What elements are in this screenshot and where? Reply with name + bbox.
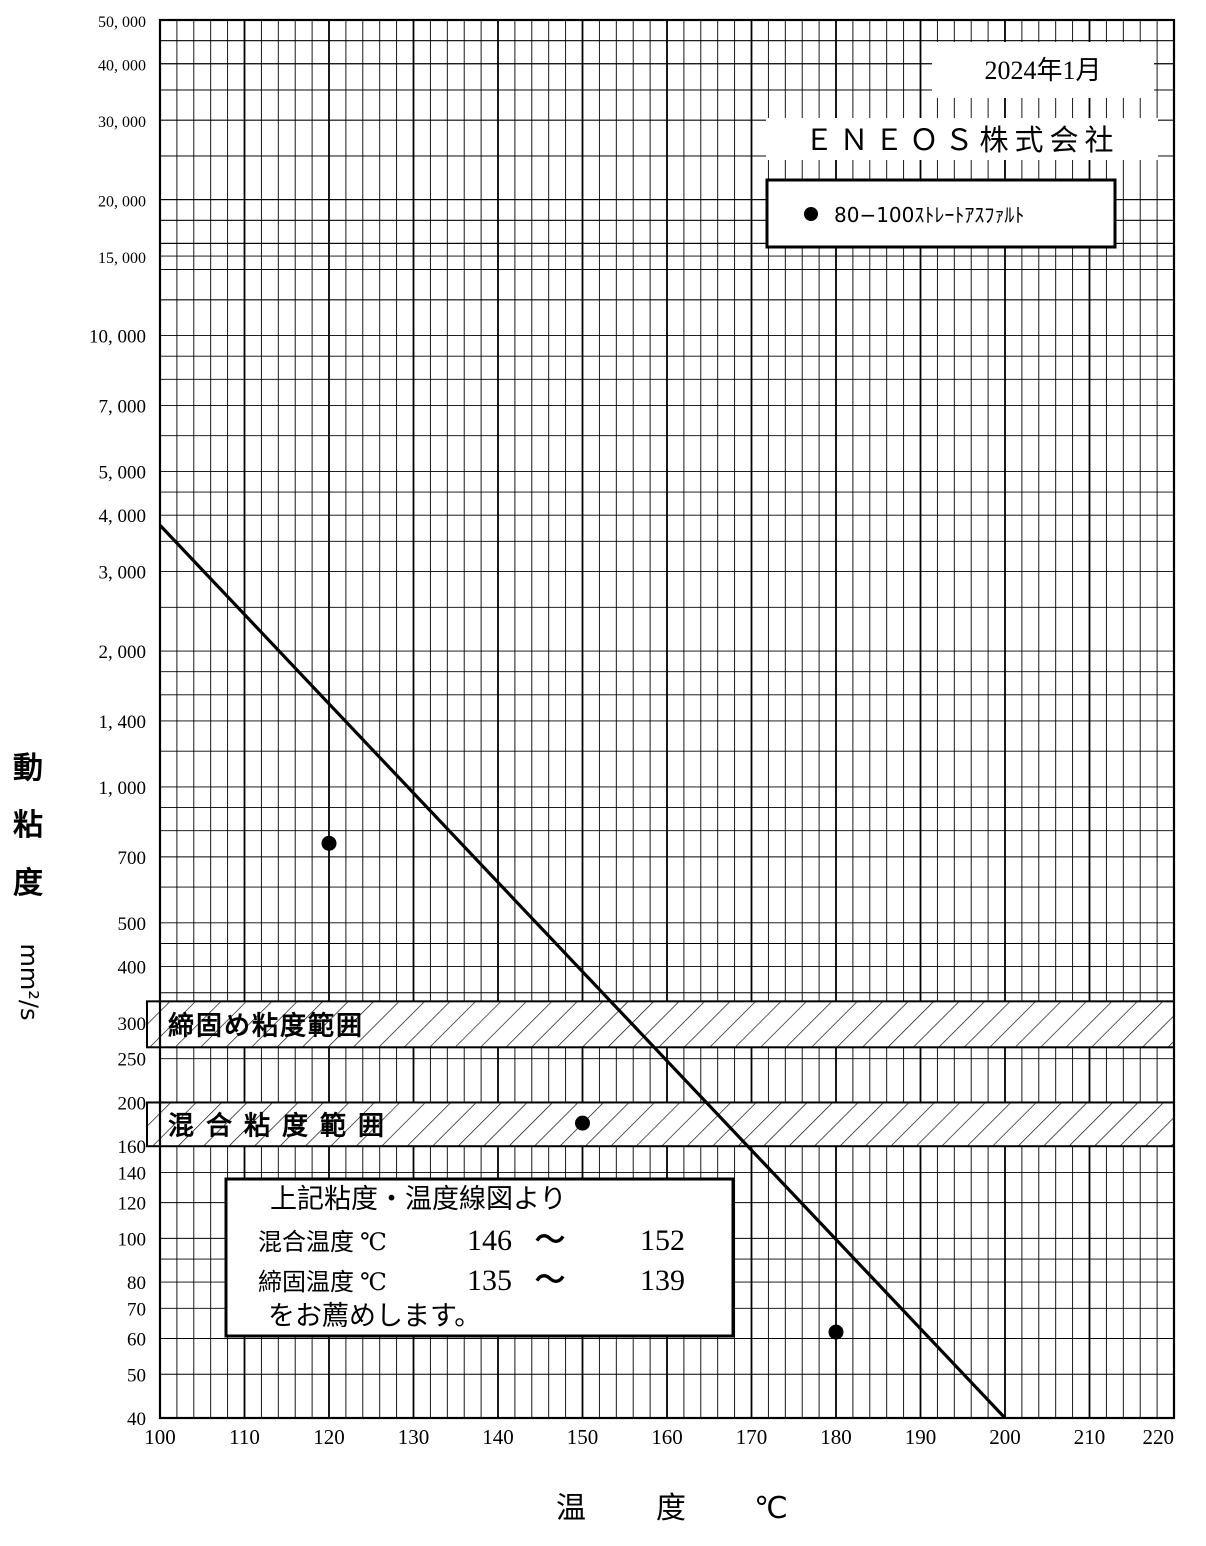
x-title-char-1: 度	[656, 1491, 686, 1526]
y-tick-label: 60	[127, 1330, 146, 1351]
y-tick-label: 50	[127, 1365, 146, 1386]
y-tick-label: 4, 000	[99, 506, 147, 527]
y-tick-label: 70	[127, 1299, 146, 1320]
x-tick-label: 170	[736, 1425, 768, 1449]
x-title-char-2: ℃	[754, 1491, 788, 1526]
compact-temp-low: 135	[467, 1264, 512, 1297]
y-tick-label: 500	[118, 914, 147, 935]
y-tick-label: 30, 000	[98, 114, 146, 131]
y-tick-label: 250	[118, 1050, 147, 1071]
y-tick-label: 40, 000	[98, 58, 146, 75]
y-title-char-1: 粘	[13, 808, 43, 843]
y-tick-label: 15, 000	[98, 250, 146, 267]
tick-labels: 50, 000 40, 000 30, 000 20, 000 15, 000 10, 0…	[89, 14, 1174, 1449]
band-label: 締固め粘度範囲	[168, 1010, 364, 1041]
date-text: 2024年1月	[984, 56, 1101, 85]
band-hatch	[146, 1101, 1175, 1148]
series-layer	[158, 524, 1007, 1420]
date-box: 2024年1月	[932, 42, 1154, 98]
y-tick-label: 40	[127, 1409, 146, 1430]
recommendation-line1: 上記粘度・温度線図より	[270, 1184, 566, 1214]
y-tick-label: 1, 000	[99, 778, 147, 799]
data-point	[321, 835, 337, 851]
y-tick-label: 50, 000	[98, 14, 146, 31]
y-tick-label: 80	[127, 1273, 146, 1294]
mix-temp-low: 146	[467, 1224, 512, 1257]
y-tick-label: 120	[118, 1194, 147, 1215]
x-tick-label: 210	[1074, 1425, 1106, 1449]
y-tick-label: 160	[118, 1137, 147, 1158]
recommendation-line4: をお薦めします。	[268, 1301, 481, 1331]
y-tick-label: 100	[118, 1229, 147, 1250]
legend-marker	[804, 207, 818, 221]
x-tick-label: 150	[567, 1425, 599, 1449]
y-tick-label: 2, 000	[99, 642, 147, 663]
recommendation-box: 上記粘度・温度線図より 混合温度 ℃ 146 〜 152 締固温度 ℃ 135 …	[224, 1177, 735, 1338]
band-label: 混合粘度範囲	[168, 1110, 396, 1141]
y-axis-title: 動 粘 度 mm²/s	[13, 751, 43, 1020]
y-tick-label: 7, 000	[99, 396, 147, 417]
y-title-char-2: 度	[13, 866, 43, 901]
x-tick-label: 120	[313, 1425, 345, 1449]
mix-temp-tilde: 〜	[535, 1224, 565, 1257]
y-tick-label: 5, 000	[99, 462, 147, 483]
legend: 80−100ｽﾄﾚｰﾄｱｽﾌｧﾙﾄ	[765, 178, 1117, 249]
x-tick-label: 100	[144, 1425, 176, 1449]
y-tick-label: 700	[118, 848, 147, 869]
x-axis-title: 温 度 ℃	[556, 1491, 788, 1526]
y-tick-label: 10, 000	[89, 327, 146, 348]
plot-frame	[158, 18, 1176, 1420]
mix-temp-label: 混合温度 ℃	[258, 1229, 387, 1256]
data-point	[828, 1324, 844, 1340]
y-tick-label: 400	[118, 958, 147, 979]
y-title-unit: mm²/s	[15, 944, 43, 1021]
y-tick-label: 140	[118, 1163, 147, 1184]
x-tick-label: 180	[820, 1425, 852, 1449]
x-tick-label: 110	[229, 1425, 260, 1449]
x-tick-label: 190	[905, 1425, 937, 1449]
band-hatch	[146, 1000, 1175, 1049]
company-name: ＥＮＥＯＳ株式会社	[804, 124, 1119, 157]
x-tick-label: 140	[482, 1425, 514, 1449]
compact-temp-tilde: 〜	[535, 1264, 565, 1297]
y-tick-label: 300	[118, 1014, 147, 1035]
data-point	[575, 1115, 590, 1131]
axes	[158, 18, 1176, 1420]
y-tick-label: 3, 000	[99, 563, 147, 584]
x-title-char-0: 温	[556, 1491, 586, 1526]
x-tick-label: 160	[651, 1425, 683, 1449]
x-tick-label: 220	[1143, 1425, 1175, 1449]
compact-temp-high: 139	[640, 1264, 685, 1297]
x-tick-label: 130	[398, 1425, 430, 1449]
y-tick-label: 200	[118, 1093, 147, 1114]
legend-label: 80−100ｽﾄﾚｰﾄｱｽﾌｧﾙﾄ	[834, 203, 1024, 227]
y-tick-label: 1, 400	[99, 712, 147, 733]
y-title-char-0: 動	[13, 751, 43, 786]
company-box: ＥＮＥＯＳ株式会社	[766, 118, 1158, 160]
series-fit-line	[158, 524, 1007, 1420]
x-tick-label: 200	[989, 1425, 1021, 1449]
y-tick-label: 20, 000	[98, 194, 146, 211]
mix-temp-high: 152	[640, 1224, 685, 1257]
compact-temp-label: 締固温度 ℃	[258, 1269, 387, 1296]
